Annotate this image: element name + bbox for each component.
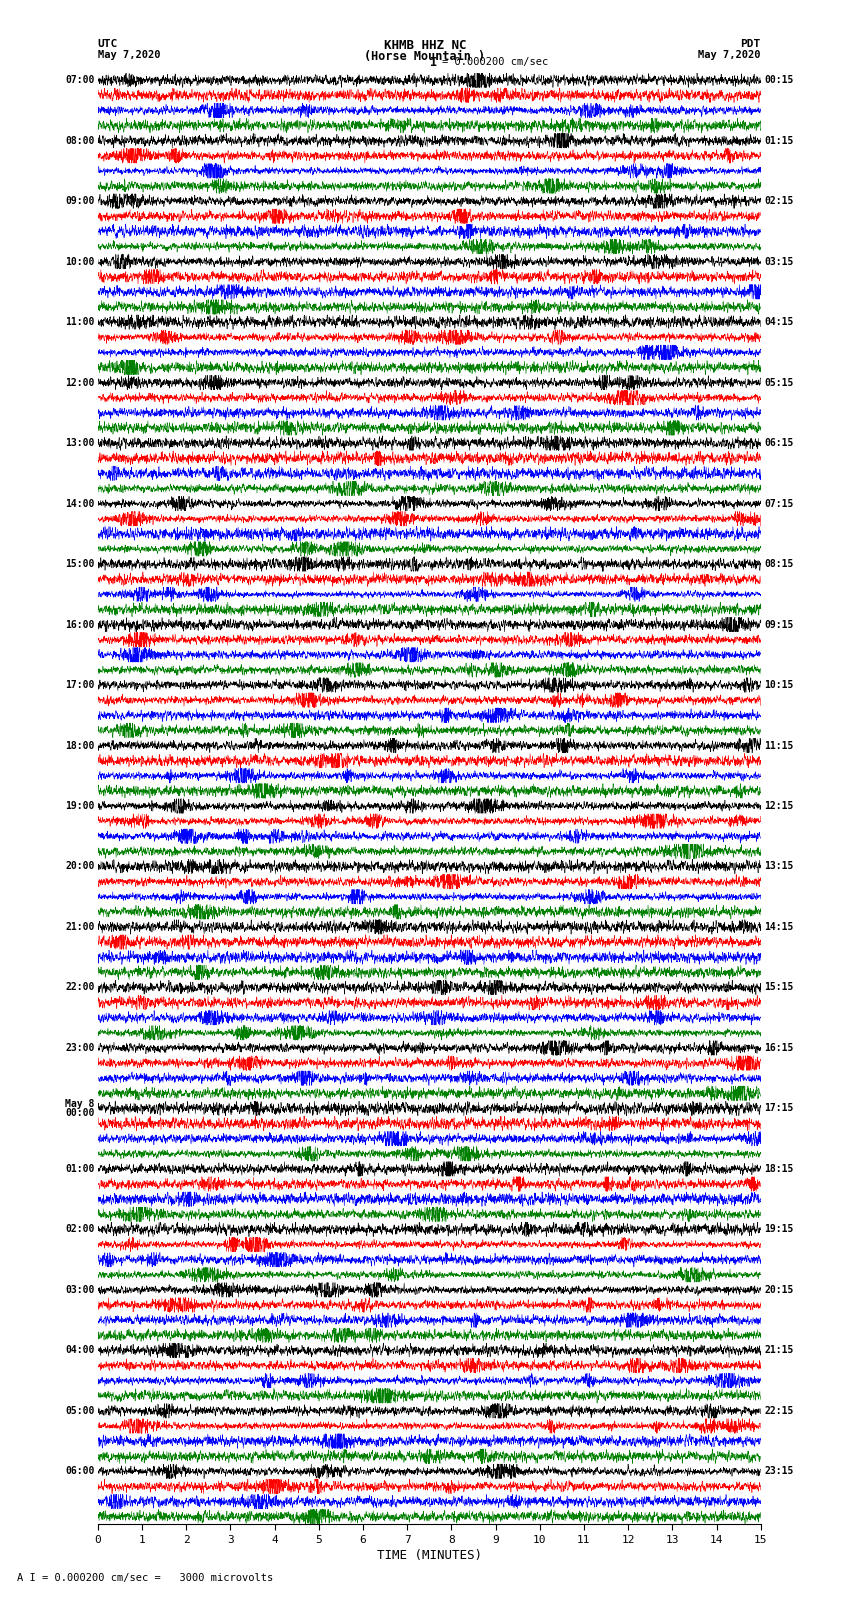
Text: 17:00: 17:00 bbox=[65, 681, 94, 690]
Text: 18:00: 18:00 bbox=[65, 740, 94, 750]
Text: 19:00: 19:00 bbox=[65, 802, 94, 811]
Text: May 7,2020: May 7,2020 bbox=[98, 50, 161, 60]
Text: I: I bbox=[430, 55, 437, 69]
Text: 04:15: 04:15 bbox=[764, 318, 793, 327]
Text: 11:15: 11:15 bbox=[764, 740, 793, 750]
Text: 09:00: 09:00 bbox=[65, 197, 94, 206]
Text: 17:15: 17:15 bbox=[764, 1103, 793, 1113]
Text: 19:15: 19:15 bbox=[764, 1224, 793, 1234]
Text: 22:15: 22:15 bbox=[764, 1407, 793, 1416]
Text: May 8
00:00: May 8 00:00 bbox=[65, 1098, 94, 1118]
Text: 15:15: 15:15 bbox=[764, 982, 793, 992]
Text: 05:15: 05:15 bbox=[764, 377, 793, 387]
Text: A I = 0.000200 cm/sec =   3000 microvolts: A I = 0.000200 cm/sec = 3000 microvolts bbox=[17, 1573, 273, 1582]
Text: 14:15: 14:15 bbox=[764, 923, 793, 932]
Text: 23:00: 23:00 bbox=[65, 1044, 94, 1053]
Text: 02:00: 02:00 bbox=[65, 1224, 94, 1234]
Text: 09:15: 09:15 bbox=[764, 619, 793, 629]
Text: 18:15: 18:15 bbox=[764, 1165, 793, 1174]
Text: = 0.000200 cm/sec: = 0.000200 cm/sec bbox=[442, 56, 548, 68]
Text: PDT: PDT bbox=[740, 39, 761, 48]
Text: 14:00: 14:00 bbox=[65, 498, 94, 508]
Text: 23:15: 23:15 bbox=[764, 1466, 793, 1476]
Text: 22:00: 22:00 bbox=[65, 982, 94, 992]
Text: 10:00: 10:00 bbox=[65, 256, 94, 266]
Text: 13:15: 13:15 bbox=[764, 861, 793, 871]
Text: 10:15: 10:15 bbox=[764, 681, 793, 690]
Text: 05:00: 05:00 bbox=[65, 1407, 94, 1416]
Text: 00:15: 00:15 bbox=[764, 76, 793, 85]
Text: 13:00: 13:00 bbox=[65, 439, 94, 448]
Text: 16:15: 16:15 bbox=[764, 1044, 793, 1053]
Text: 04:00: 04:00 bbox=[65, 1345, 94, 1355]
Text: 03:15: 03:15 bbox=[764, 256, 793, 266]
Text: 06:15: 06:15 bbox=[764, 439, 793, 448]
Text: 21:15: 21:15 bbox=[764, 1345, 793, 1355]
Text: 08:00: 08:00 bbox=[65, 135, 94, 145]
Text: 11:00: 11:00 bbox=[65, 318, 94, 327]
Text: 01:15: 01:15 bbox=[764, 135, 793, 145]
Text: 06:00: 06:00 bbox=[65, 1466, 94, 1476]
Text: May 7,2020: May 7,2020 bbox=[698, 50, 761, 60]
Text: 12:15: 12:15 bbox=[764, 802, 793, 811]
Text: KHMB HHZ NC: KHMB HHZ NC bbox=[383, 39, 467, 52]
Text: 12:00: 12:00 bbox=[65, 377, 94, 387]
Text: 20:15: 20:15 bbox=[764, 1286, 793, 1295]
Text: (Horse Mountain ): (Horse Mountain ) bbox=[365, 50, 485, 63]
Text: 08:15: 08:15 bbox=[764, 560, 793, 569]
Text: 15:00: 15:00 bbox=[65, 560, 94, 569]
Text: 20:00: 20:00 bbox=[65, 861, 94, 871]
Text: 01:00: 01:00 bbox=[65, 1165, 94, 1174]
X-axis label: TIME (MINUTES): TIME (MINUTES) bbox=[377, 1548, 482, 1561]
Text: 02:15: 02:15 bbox=[764, 197, 793, 206]
Text: 07:00: 07:00 bbox=[65, 76, 94, 85]
Text: 21:00: 21:00 bbox=[65, 923, 94, 932]
Text: UTC: UTC bbox=[98, 39, 118, 48]
Text: 16:00: 16:00 bbox=[65, 619, 94, 629]
Text: 07:15: 07:15 bbox=[764, 498, 793, 508]
Text: 03:00: 03:00 bbox=[65, 1286, 94, 1295]
